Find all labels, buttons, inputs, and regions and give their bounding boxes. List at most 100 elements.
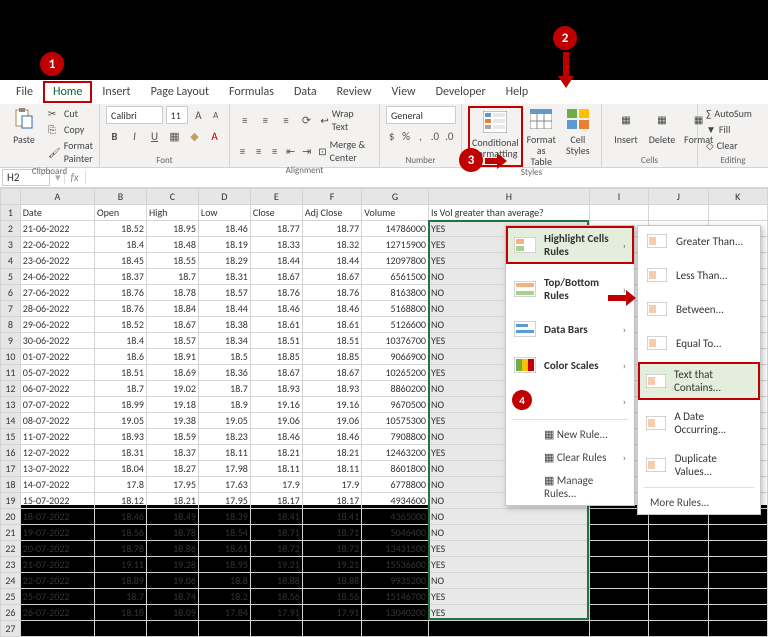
cell[interactable]: 30-06-2022 — [20, 333, 94, 349]
row-header[interactable]: 14 — [1, 413, 21, 429]
row-header[interactable]: 24 — [1, 573, 21, 589]
cell[interactable]: 17.91 — [250, 605, 302, 621]
cell[interactable]: 18.88 — [250, 573, 302, 589]
cell[interactable]: 8601800 — [362, 461, 429, 477]
cell[interactable]: 15536600 — [362, 557, 429, 573]
delete-cells-button[interactable]: ▦Delete — [644, 106, 680, 145]
row-header[interactable]: 10 — [1, 349, 21, 365]
row-header[interactable]: 13 — [1, 397, 21, 413]
cell[interactable] — [708, 605, 767, 621]
row-header[interactable]: 26 — [1, 605, 21, 621]
tab-page-layout[interactable]: Page Layout — [141, 81, 219, 103]
cell[interactable]: 18.61 — [302, 317, 361, 333]
cell[interactable]: 18.11 — [302, 461, 361, 477]
cell[interactable]: 5126600 — [362, 317, 429, 333]
cell[interactable] — [589, 541, 648, 557]
shrink-font-button[interactable]: A — [209, 106, 223, 124]
cell[interactable]: 18.78 — [146, 285, 198, 301]
cell[interactable]: 17.95 — [198, 493, 250, 509]
cell[interactable] — [649, 605, 708, 621]
cell[interactable]: 10376700 — [362, 333, 429, 349]
col-header[interactable]: C — [146, 189, 198, 205]
menu2-item-5[interactable]: A Date Occurring... — [638, 404, 760, 442]
cell[interactable]: 19.21 — [250, 557, 302, 573]
tab-help[interactable]: Help — [496, 81, 539, 103]
cell[interactable]: 18.77 — [250, 221, 302, 237]
cell[interactable]: 18.29 — [198, 253, 250, 269]
cell[interactable]: 18.57 — [198, 285, 250, 301]
cell[interactable]: NO — [428, 573, 589, 589]
cell[interactable]: 18.85 — [302, 349, 361, 365]
percent-button[interactable]: % — [400, 127, 411, 145]
cell[interactable]: 18.46 — [302, 429, 361, 445]
cell[interactable] — [146, 621, 198, 637]
cell[interactable] — [250, 621, 302, 637]
cell[interactable]: 19.38 — [146, 413, 198, 429]
font-color-button[interactable]: A — [206, 127, 223, 145]
cell[interactable]: 19.28 — [146, 557, 198, 573]
borders-button[interactable]: ▦ — [166, 127, 183, 145]
menu-clear-rules[interactable]: ▦ Clear Rules› — [506, 446, 634, 469]
cell[interactable] — [589, 205, 648, 221]
cell[interactable]: 18.52 — [95, 221, 147, 237]
cell[interactable]: 18.21 — [302, 445, 361, 461]
col-header[interactable]: D — [198, 189, 250, 205]
cell[interactable] — [362, 621, 429, 637]
bold-button[interactable]: B — [106, 127, 123, 145]
cell[interactable]: 18.67 — [302, 269, 361, 285]
cell[interactable]: 12715900 — [362, 237, 429, 253]
cell[interactable]: 18.78 — [95, 541, 147, 557]
cell[interactable]: 18.21 — [250, 445, 302, 461]
cell[interactable]: 19.06 — [250, 413, 302, 429]
align-top-button[interactable]: ≡ — [236, 111, 254, 129]
align-right-button[interactable]: ≡ — [268, 142, 281, 160]
cell[interactable]: 14-07-2022 — [20, 477, 94, 493]
col-header[interactable] — [1, 189, 21, 205]
cell[interactable]: 18.48 — [146, 237, 198, 253]
cell[interactable]: 18.51 — [250, 333, 302, 349]
cell[interactable]: High — [146, 205, 198, 221]
cell[interactable]: 15-07-2022 — [20, 493, 94, 509]
cell[interactable] — [649, 525, 708, 541]
cell[interactable]: 18.52 — [95, 317, 147, 333]
tab-view[interactable]: View — [382, 81, 426, 103]
cell[interactable]: 5168800 — [362, 301, 429, 317]
cell[interactable] — [649, 573, 708, 589]
menu-more-rules[interactable]: More Rules... — [638, 491, 760, 514]
cell[interactable]: 18.46 — [250, 301, 302, 317]
cell[interactable]: 18.61 — [198, 541, 250, 557]
cell[interactable]: 18.71 — [302, 525, 361, 541]
cell[interactable]: 19.05 — [198, 413, 250, 429]
row-header[interactable]: 15 — [1, 429, 21, 445]
cell[interactable]: 05-07-2022 — [20, 365, 94, 381]
cell[interactable]: YES — [428, 557, 589, 573]
cell[interactable]: 18.44 — [250, 253, 302, 269]
align-bot-button[interactable]: ≡ — [277, 111, 295, 129]
cell[interactable]: 18.86 — [146, 541, 198, 557]
cell[interactable]: 18.7 — [146, 269, 198, 285]
cell[interactable] — [708, 573, 767, 589]
cell[interactable]: 11-07-2022 — [20, 429, 94, 445]
menu-new-rule[interactable]: ▦ New Rule... — [506, 423, 634, 446]
cell[interactable]: 17.98 — [198, 461, 250, 477]
col-header[interactable]: F — [302, 189, 361, 205]
cell[interactable] — [20, 621, 94, 637]
cell[interactable]: 18.18 — [95, 605, 147, 621]
cell[interactable]: 7908800 — [362, 429, 429, 445]
menu1-item-2[interactable]: Data Bars› — [506, 314, 634, 344]
inc-decimal-button[interactable]: .0 — [429, 127, 440, 145]
format-as-table-button[interactable]: Format as Table — [523, 106, 560, 167]
cell[interactable] — [708, 525, 767, 541]
cell[interactable]: 18.74 — [146, 589, 198, 605]
cell[interactable] — [649, 557, 708, 573]
cell[interactable]: 18.56 — [95, 525, 147, 541]
cell[interactable]: 28-06-2022 — [20, 301, 94, 317]
row-header[interactable]: 2 — [1, 221, 21, 237]
cell[interactable]: 18.41 — [250, 509, 302, 525]
row-header[interactable]: 12 — [1, 381, 21, 397]
cell[interactable]: 18.76 — [302, 285, 361, 301]
cell[interactable]: 18.12 — [95, 493, 147, 509]
cell[interactable] — [95, 621, 147, 637]
cell[interactable]: 18.36 — [198, 365, 250, 381]
cell[interactable]: 18.93 — [250, 381, 302, 397]
